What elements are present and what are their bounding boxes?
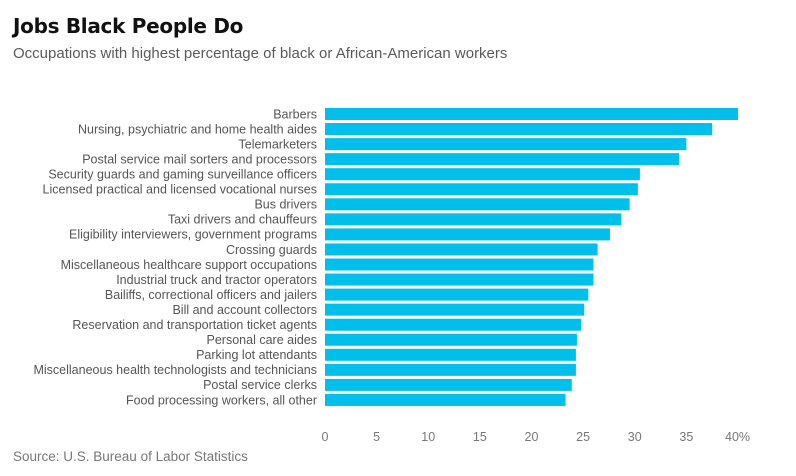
category-label: Bus drivers [254, 198, 317, 212]
x-tick-label: 20 [525, 430, 539, 444]
category-label: Postal service clerks [203, 378, 317, 392]
category-label: Miscellaneous healthcare support occupat… [61, 258, 317, 272]
bar [325, 363, 576, 376]
bar [325, 138, 687, 151]
category-label: Nursing, psychiatric and home health aid… [78, 122, 317, 136]
x-tick-label: 40% [725, 430, 750, 444]
bar [325, 318, 582, 331]
source-note: Source: U.S. Bureau of Labor Statistics [13, 449, 248, 464]
x-tick-label: 30 [628, 430, 642, 444]
category-label: Barbers [273, 107, 317, 121]
chart-title: Jobs Black People Do [13, 14, 244, 38]
x-tick-label: 15 [473, 430, 487, 444]
bar [325, 213, 622, 226]
category-label: Licensed practical and licensed vocation… [43, 183, 317, 197]
category-label: Bailiffs, correctional officers and jail… [105, 288, 317, 302]
bar [325, 168, 640, 181]
x-tick-label: 5 [373, 430, 380, 444]
category-label: Industrial truck and tractor operators [116, 273, 317, 287]
category-label: Eligibility interviewers, government pro… [69, 228, 317, 242]
bar [325, 288, 589, 301]
bar [325, 228, 610, 241]
bar [325, 183, 638, 196]
x-tick-label: 0 [322, 430, 329, 444]
bar [325, 378, 572, 391]
bar [325, 348, 576, 361]
category-label: Parking lot attendants [196, 348, 317, 362]
bar [325, 123, 713, 136]
category-label: Postal service mail sorters and processo… [82, 152, 317, 166]
x-axis-ticks: 0 5 10 15 20 25 30 35 40% [322, 430, 751, 444]
category-label: Bill and account collectors [172, 303, 317, 317]
bar [325, 258, 594, 271]
bar [325, 273, 594, 286]
category-label: Crossing guards [226, 243, 317, 257]
bars-group [325, 108, 738, 406]
x-tick-label: 10 [421, 430, 435, 444]
category-label: Food processing workers, all other [126, 393, 317, 407]
category-label: Personal care aides [207, 333, 317, 347]
category-label: Security guards and gaming surveillance … [48, 168, 317, 182]
category-label: Taxi drivers and chauffeurs [168, 213, 317, 227]
bar [325, 198, 630, 211]
bar [325, 243, 598, 256]
chart-subtitle: Occupations with highest percentage of b… [13, 45, 508, 62]
bar [325, 393, 566, 406]
category-label: Telemarketers [239, 137, 318, 151]
bar [325, 333, 577, 346]
bar [325, 108, 738, 120]
bar [325, 303, 585, 316]
category-label: Reservation and transportation ticket ag… [72, 318, 317, 332]
bar [325, 153, 680, 166]
category-label: Miscellaneous health technologists and t… [33, 363, 317, 377]
x-tick-label: 25 [576, 430, 590, 444]
x-tick-label: 35 [679, 430, 693, 444]
